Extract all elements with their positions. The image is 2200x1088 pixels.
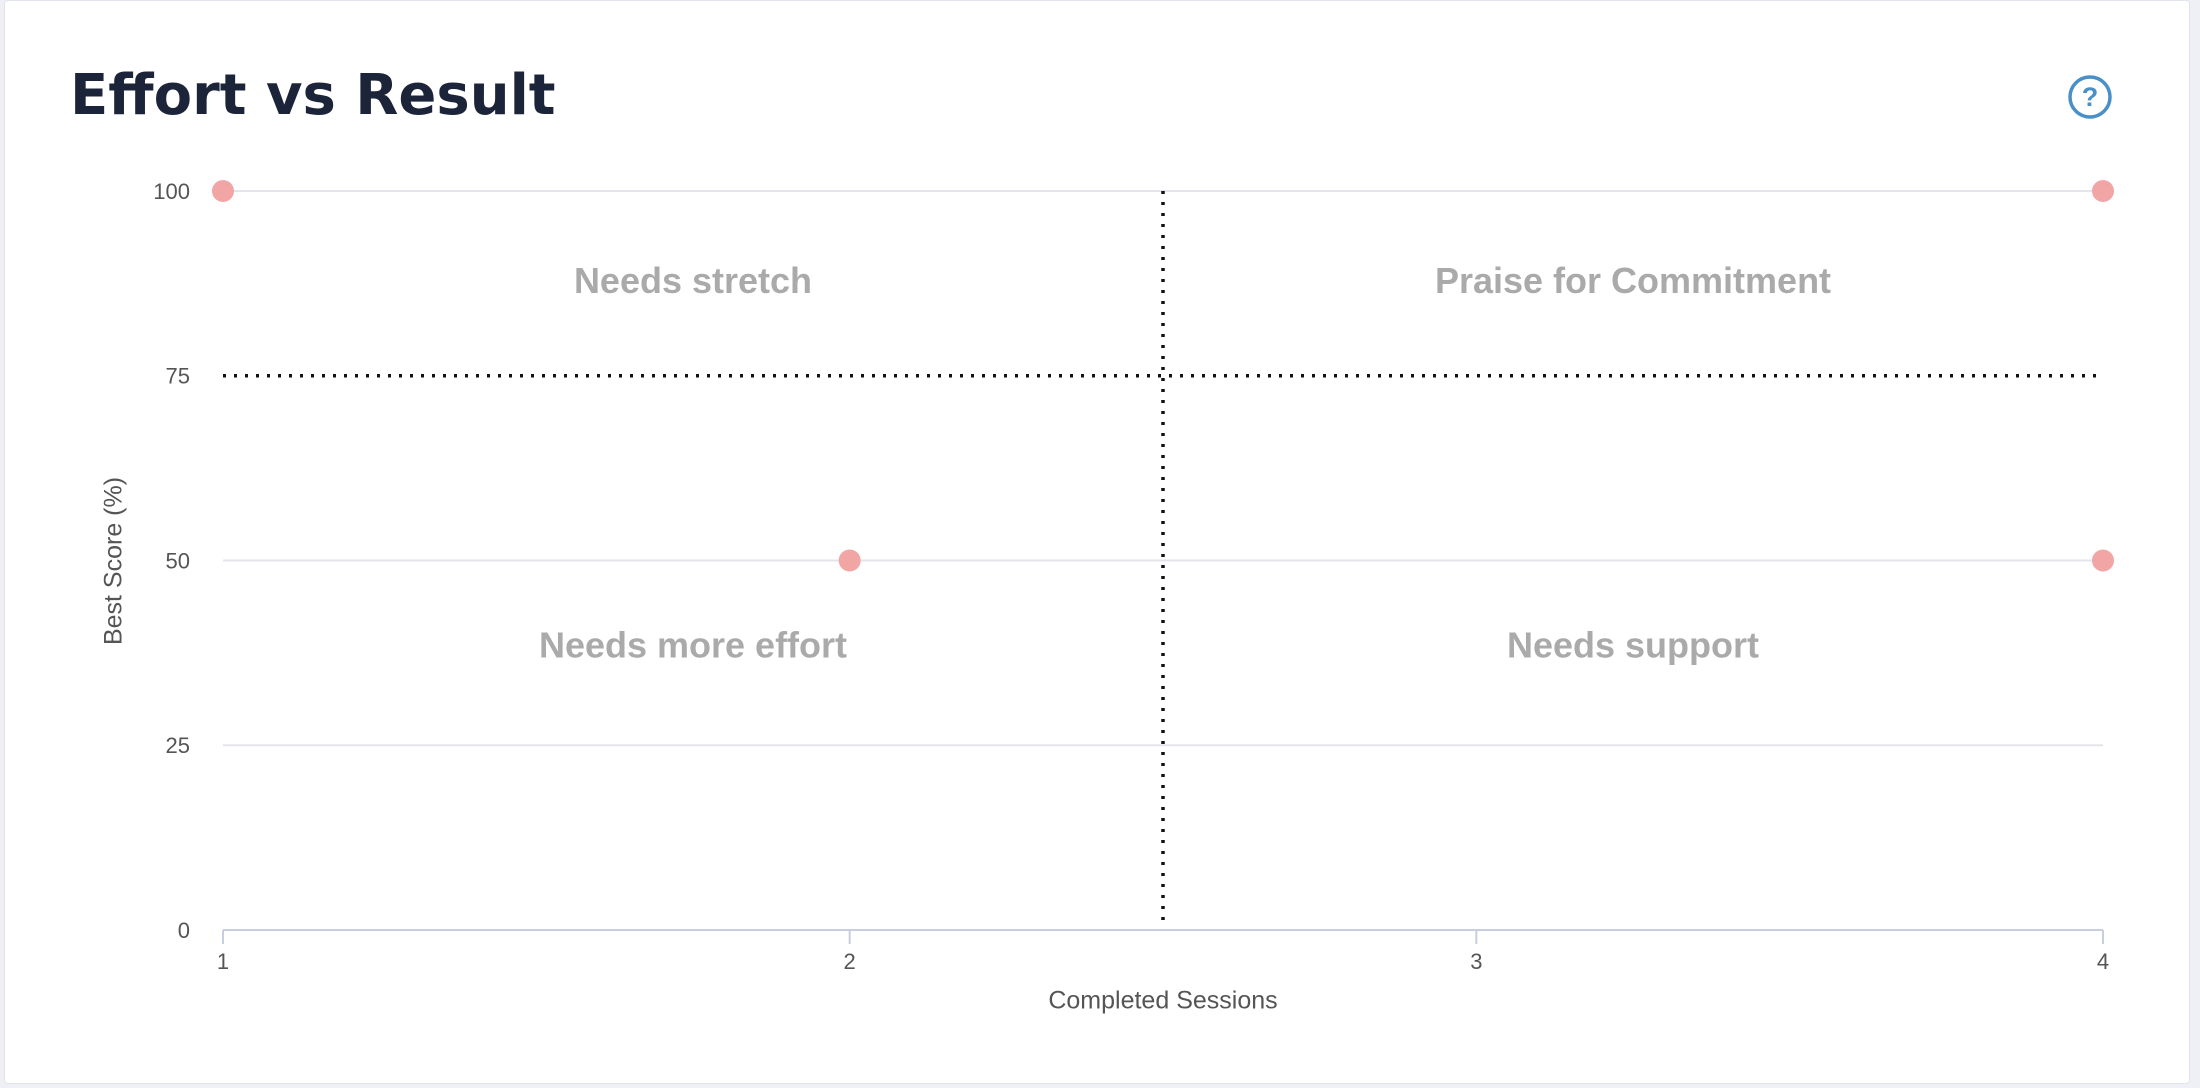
x-axis-label: Completed Sessions xyxy=(1048,987,1277,1015)
quadrant-label: Needs support xyxy=(1507,624,1759,665)
chart-title: Effort vs Result xyxy=(70,63,556,128)
y-tick-label: 100 xyxy=(153,179,190,204)
point xyxy=(212,180,234,202)
y-tick-label: 0 xyxy=(178,918,190,943)
card xyxy=(4,0,2190,1084)
x-tick-label: 4 xyxy=(2097,949,2109,974)
point xyxy=(2092,180,2114,202)
x-tick-label: 2 xyxy=(844,949,856,974)
x-tick-label: 3 xyxy=(1470,949,1482,974)
y-tick-label: 50 xyxy=(166,548,190,573)
quadrant-label: Needs stretch xyxy=(574,260,812,301)
point xyxy=(838,549,861,572)
point xyxy=(2092,549,2114,572)
help-icon-text[interactable]: ? xyxy=(2082,82,2099,112)
quadrant-label: Praise for Commitment xyxy=(1435,260,1831,301)
y-tick-label: 25 xyxy=(166,733,190,758)
help-icon[interactable] xyxy=(2068,75,2112,119)
quadrant-label: Needs more effort xyxy=(539,624,847,665)
x-tick-label: 1 xyxy=(217,949,229,974)
y-axis-label: Best Score (%) xyxy=(100,477,128,645)
y-tick-label: 75 xyxy=(166,364,190,389)
